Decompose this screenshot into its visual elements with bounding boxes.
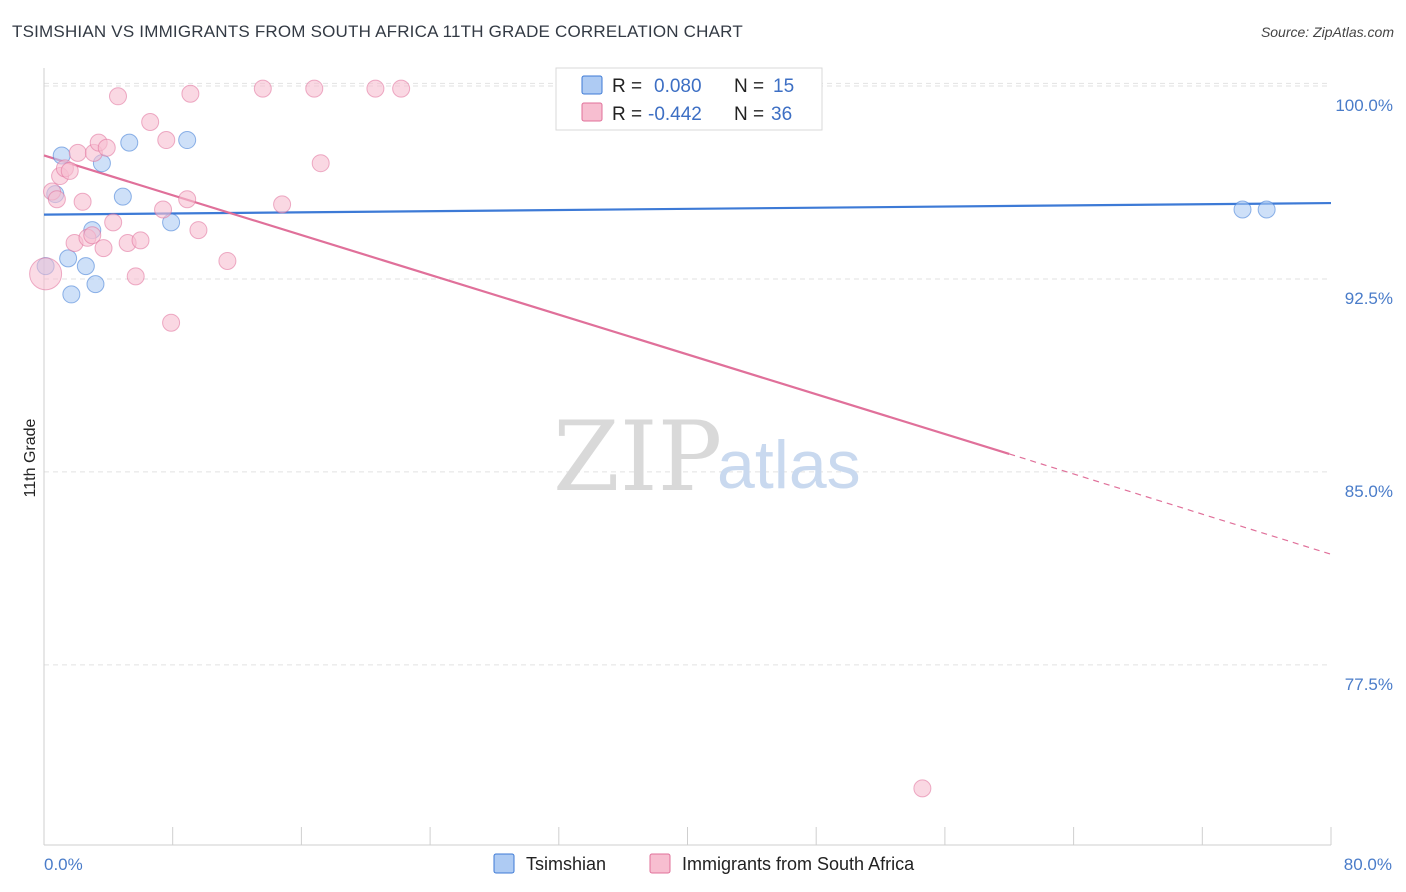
watermark-zip: ZIP xyxy=(553,401,722,513)
point-tsimshian-9 xyxy=(113,187,132,206)
legend-label-south-africa[interactable]: Immigrants from South Africa xyxy=(682,854,915,874)
point-south-africa-32 xyxy=(366,79,385,98)
point-south-africa-16 xyxy=(109,87,128,106)
point-south-africa-25 xyxy=(181,84,200,103)
point-south-africa-35 xyxy=(913,779,932,798)
stats-r-label-south-africa: R = xyxy=(612,104,642,125)
chart-title: TSIMSHIAN VS IMMIGRANTS FROM SOUTH AFRIC… xyxy=(12,22,743,41)
x-tick-label-min: 0.0% xyxy=(44,855,83,874)
legend-swatch-tsimshian[interactable] xyxy=(493,853,515,874)
stats-swatch-tsimshian xyxy=(581,75,603,95)
stats-box: R = 0.080 N = 15 R = -0.442 N = 36 xyxy=(555,67,823,131)
trendline-south-africa xyxy=(43,154,1010,455)
point-south-africa-27 xyxy=(218,251,237,270)
legend: Tsimshian Immigrants from South Africa xyxy=(493,853,915,874)
point-south-africa-2 xyxy=(47,190,66,209)
point-south-africa-26 xyxy=(189,221,208,240)
point-tsimshian-12 xyxy=(178,131,197,150)
point-south-africa-8 xyxy=(73,192,92,211)
source-credit: Source: ZipAtlas.com xyxy=(1260,24,1394,40)
trendline-south-africa-extension xyxy=(1009,453,1332,555)
stats-n-value-tsimshian: 15 xyxy=(773,76,794,97)
watermark: ZIP atlas xyxy=(553,401,861,513)
point-south-africa-14 xyxy=(97,138,116,157)
trendline-tsimshian xyxy=(43,201,1332,216)
legend-label-tsimshian[interactable]: Tsimshian xyxy=(526,854,606,874)
point-south-africa-22 xyxy=(157,131,176,150)
point-south-africa-5 xyxy=(60,161,79,180)
point-tsimshian-3 xyxy=(59,249,78,268)
point-south-africa-28 xyxy=(253,79,272,98)
grid-layer xyxy=(44,82,1331,666)
point-tsimshian-10 xyxy=(120,133,139,152)
point-tsimshian-7 xyxy=(86,275,105,294)
watermark-atlas: atlas xyxy=(717,427,861,503)
point-south-africa-30 xyxy=(305,79,324,98)
y-axis-label: 11th Grade xyxy=(22,418,39,497)
point-tsimshian-14 xyxy=(1257,200,1276,219)
point-south-africa-31 xyxy=(311,154,330,173)
points-layer xyxy=(29,74,1276,798)
trend-layer xyxy=(43,154,1332,555)
point-south-africa-29 xyxy=(273,195,292,214)
point-tsimshian-4 xyxy=(62,285,81,304)
point-south-africa-33 xyxy=(392,79,411,98)
axes-layer xyxy=(43,68,1332,846)
point-tsimshian-13 xyxy=(1233,200,1252,219)
stats-n-value-south-africa: 36 xyxy=(771,104,792,125)
y-tick-label-3: 100.0% xyxy=(1335,96,1393,115)
point-south-africa-24 xyxy=(178,190,197,209)
point-south-africa-20 xyxy=(141,113,160,132)
y-tick-label-2: 92.5% xyxy=(1345,289,1393,308)
point-south-africa-0 xyxy=(29,257,63,291)
stats-n-label-south-africa: N = xyxy=(734,104,764,125)
stats-r-label-tsimshian: R = xyxy=(612,76,642,97)
point-south-africa-21 xyxy=(154,200,173,219)
stats-n-label-tsimshian: N = xyxy=(734,76,764,97)
point-south-africa-13 xyxy=(94,239,113,258)
point-south-africa-7 xyxy=(68,143,87,162)
legend-swatch-south-africa[interactable] xyxy=(649,853,671,874)
point-tsimshian-11 xyxy=(162,213,181,232)
y-tick-label-1: 85.0% xyxy=(1345,482,1393,501)
stats-r-value-south-africa: -0.442 xyxy=(648,104,702,125)
stats-r-value-tsimshian: 0.080 xyxy=(654,76,702,97)
point-tsimshian-5 xyxy=(76,257,95,276)
point-south-africa-15 xyxy=(104,213,123,232)
point-south-africa-18 xyxy=(126,267,145,286)
y-tick-label-0: 77.5% xyxy=(1345,675,1393,694)
y-tick-labels: 77.5% 85.0% 92.5% 100.0% xyxy=(1335,96,1393,694)
point-south-africa-19 xyxy=(131,231,150,250)
stats-swatch-south-africa xyxy=(581,102,603,122)
point-south-africa-10 xyxy=(83,226,102,245)
point-south-africa-23 xyxy=(162,313,181,332)
x-tick-label-max: 80.0% xyxy=(1344,855,1392,874)
